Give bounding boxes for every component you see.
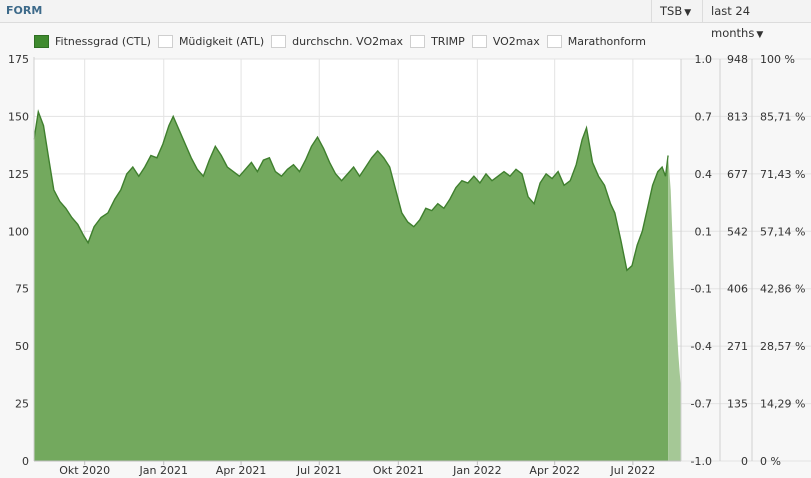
chevron-down-icon: ▼ [684, 8, 692, 18]
legend-label: TRIMP [431, 34, 465, 48]
y-right-tick-label-2: 677 [727, 168, 748, 181]
y-right-tick-label-1: 0.7 [695, 110, 713, 123]
legend-label: durchschn. VO2max [292, 34, 404, 48]
legend-swatch [471, 34, 487, 48]
legend-item-trimp[interactable]: TRIMP [410, 34, 465, 48]
y-right-tick-label-2: 135 [727, 398, 748, 411]
y-right-tick-label-2: 271 [727, 340, 748, 353]
range-dropdown-label: last 24 months [711, 4, 755, 40]
legend-swatch [271, 34, 287, 48]
legend-item-ctl[interactable]: Fitnessgrad (CTL) [34, 34, 151, 48]
legend-label: VO2max [492, 34, 540, 48]
legend-swatch [410, 34, 426, 48]
range-dropdown[interactable]: last 24 months ▼ [702, 0, 811, 40]
y-tick-label: 175 [8, 53, 29, 66]
x-tick-label: Jan 2021 [139, 464, 188, 477]
y-right-tick-label-3: 14,29 % [760, 398, 805, 411]
y-right-tick-label-2: 542 [727, 225, 748, 238]
y-right-tick-label-3: 57,14 % [760, 225, 805, 238]
legend-swatch [546, 34, 562, 48]
legend-label: Marathonform [567, 34, 646, 48]
y-tick-label: 150 [8, 110, 29, 123]
x-tick-label: Apr 2021 [216, 464, 267, 477]
widget-title: FORM [6, 4, 43, 17]
ctl-line [33, 109, 669, 272]
x-tick-label: Apr 2022 [529, 464, 580, 477]
forecast-area [668, 155, 681, 461]
y-right-tick-label-3: 71,43 % [760, 168, 805, 181]
legend-item-vo2max[interactable]: VO2max [471, 34, 540, 48]
y-right-tick-label-1: -0.4 [691, 340, 712, 353]
y-right-tick-label-2: 948 [727, 53, 748, 66]
y-tick-label: 125 [8, 168, 29, 181]
legend-swatch [157, 34, 173, 48]
x-tick-label: Okt 2021 [373, 464, 424, 477]
y-right-tick-label-3: 28,57 % [760, 340, 805, 353]
axes: 175 1.0 948 100 % 150 0.7 813 85,71 % 125 0.4 677 7… [8, 53, 805, 477]
y-right-tick-label-2: 813 [727, 110, 748, 123]
y-right-tick-label-3: 42,86 % [760, 283, 805, 296]
x-tick-label: Jul 2021 [296, 464, 342, 477]
legend-label: Fitnessgrad (CTL) [55, 34, 151, 48]
x-tick-label: Okt 2020 [59, 464, 110, 477]
ctl-area [34, 111, 669, 462]
legend-item-marathonform[interactable]: Marathonform [546, 34, 646, 48]
y-right-tick-label-1: -0.7 [691, 398, 712, 411]
y-right-tick-label-1: 1.0 [695, 53, 713, 66]
y-right-tick-label-1: 0.4 [695, 168, 713, 181]
y-tick-label: 75 [15, 283, 29, 296]
legend-label: Müdigkeit (ATL) [178, 34, 265, 48]
metric-dropdown-label: TSB [660, 4, 683, 18]
series-layer [33, 109, 681, 462]
y-right-tick-label-1: -1.0 [691, 455, 712, 468]
y-right-tick-label-3: 0 % [760, 455, 781, 468]
y-right-tick-label-3: 85,71 % [760, 110, 805, 123]
y-right-tick-label-2: 406 [727, 283, 748, 296]
y-right-tick-label-3: 100 % [760, 53, 795, 66]
legend-item-avg-vo2max[interactable]: durchschn. VO2max [271, 34, 404, 48]
y-tick-label: 100 [8, 225, 29, 238]
y-right-tick-label-1: -0.1 [691, 283, 712, 296]
y-tick-label: 50 [15, 340, 29, 353]
y-right-tick-label-1: 0.1 [695, 225, 713, 238]
widget-header: FORM TSB ▼ last 24 months ▼ [0, 0, 811, 40]
y-right-tick-label-2: 0 [741, 455, 748, 468]
y-tick-label: 0 [22, 455, 29, 468]
legend-item-atl[interactable]: Müdigkeit (ATL) [157, 34, 265, 48]
chevron-down-icon: ▼ [756, 30, 764, 40]
legend-swatch [34, 34, 49, 48]
x-tick-label: Jan 2022 [452, 464, 501, 477]
metric-dropdown[interactable]: TSB ▼ [651, 0, 702, 22]
x-tick-label: Jul 2022 [610, 464, 656, 477]
y-tick-label: 25 [15, 398, 29, 411]
chart-legend: Fitnessgrad (CTL) Müdigkeit (ATL) durchs… [34, 31, 653, 51]
